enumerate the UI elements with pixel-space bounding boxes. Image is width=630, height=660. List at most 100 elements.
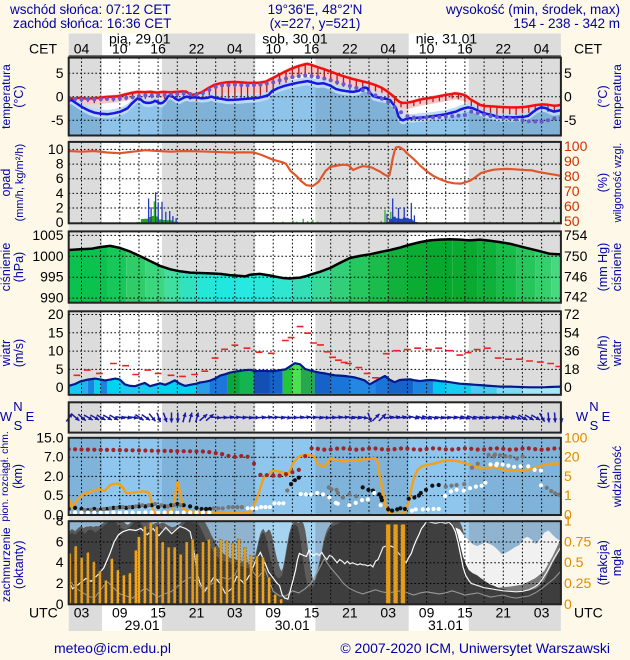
svg-text:pion. rozciągł. chm.: pion. rozciągł. chm. bbox=[0, 431, 11, 521]
svg-text:4: 4 bbox=[56, 554, 64, 570]
svg-text:21: 21 bbox=[342, 605, 358, 621]
svg-text:995: 995 bbox=[40, 269, 64, 285]
svg-text:wschód słońca: 07:12 CET: wschód słońca: 07:12 CET bbox=[9, 2, 171, 17]
svg-text:(°C): (°C) bbox=[12, 85, 26, 107]
svg-text:0: 0 bbox=[564, 379, 572, 395]
svg-text:36: 36 bbox=[564, 343, 580, 359]
svg-text:ciśnienie: ciśnienie bbox=[0, 243, 13, 292]
svg-text:(km): (km) bbox=[596, 464, 610, 489]
svg-text:8: 8 bbox=[56, 513, 64, 529]
svg-text:temperatura: temperatura bbox=[0, 64, 13, 129]
svg-text:10: 10 bbox=[48, 343, 64, 359]
svg-text:(km): (km) bbox=[11, 464, 25, 489]
svg-text:UTC: UTC bbox=[574, 605, 603, 621]
svg-text:opad: opad bbox=[0, 169, 13, 197]
svg-text:0: 0 bbox=[56, 214, 64, 230]
svg-text:21: 21 bbox=[189, 605, 205, 621]
svg-text:18: 18 bbox=[564, 361, 580, 377]
svg-text:N: N bbox=[13, 399, 22, 414]
svg-text:(m/s): (m/s) bbox=[12, 339, 26, 367]
svg-text:(oktanty): (oktanty) bbox=[12, 540, 26, 589]
svg-text:5: 5 bbox=[56, 65, 64, 81]
svg-text:04: 04 bbox=[227, 41, 243, 57]
svg-text:21: 21 bbox=[496, 605, 512, 621]
svg-text:16: 16 bbox=[304, 41, 320, 57]
svg-text:(km/h): (km/h) bbox=[596, 335, 610, 370]
svg-text:10: 10 bbox=[112, 41, 128, 57]
svg-text:(%): (%) bbox=[596, 173, 610, 192]
svg-text:19°36'E, 48°2'N: 19°36'E, 48°2'N bbox=[268, 2, 363, 17]
svg-text:6: 6 bbox=[56, 534, 64, 550]
svg-text:60: 60 bbox=[564, 198, 580, 214]
svg-text:15: 15 bbox=[304, 605, 320, 621]
svg-text:-5: -5 bbox=[51, 112, 64, 128]
svg-text:E: E bbox=[602, 409, 611, 424]
svg-text:09: 09 bbox=[265, 605, 281, 621]
svg-text:2: 2 bbox=[56, 200, 64, 216]
svg-text:2.0: 2.0 bbox=[44, 468, 64, 484]
svg-text:742: 742 bbox=[564, 289, 588, 305]
svg-text:04: 04 bbox=[380, 41, 396, 57]
svg-text:10: 10 bbox=[265, 41, 281, 57]
svg-text:W: W bbox=[576, 409, 589, 424]
svg-text:29.01: 29.01 bbox=[125, 617, 160, 633]
svg-text:04: 04 bbox=[534, 41, 550, 57]
svg-text:03: 03 bbox=[227, 605, 243, 621]
svg-text:meteo@icm.edu.pl: meteo@icm.edu.pl bbox=[54, 640, 171, 656]
svg-text:0: 0 bbox=[56, 379, 64, 395]
svg-text:15: 15 bbox=[457, 605, 473, 621]
svg-text:nie, 31.01: nie, 31.01 bbox=[416, 31, 478, 47]
svg-text:154 - 238 - 342 m: 154 - 238 - 342 m bbox=[513, 16, 620, 31]
svg-text:54: 54 bbox=[564, 324, 580, 340]
svg-text:N: N bbox=[589, 399, 598, 414]
svg-text:mgła: mgła bbox=[610, 549, 624, 576]
svg-text:0.5: 0.5 bbox=[564, 554, 584, 570]
svg-text:72: 72 bbox=[564, 306, 580, 322]
svg-text:990: 990 bbox=[40, 290, 64, 306]
svg-text:09: 09 bbox=[112, 605, 128, 621]
svg-text:CET: CET bbox=[29, 41, 57, 57]
svg-text:50: 50 bbox=[564, 213, 580, 229]
svg-text:(frakcja): (frakcja) bbox=[596, 540, 610, 585]
svg-text:E: E bbox=[26, 409, 35, 424]
svg-text:zachód słońca: 16:36 CET: zachód słońca: 16:36 CET bbox=[13, 16, 171, 31]
svg-text:15: 15 bbox=[48, 324, 64, 340]
svg-text:(mm/h, kg/m²/h): (mm/h, kg/m²/h) bbox=[14, 144, 26, 222]
svg-text:100: 100 bbox=[564, 138, 588, 154]
svg-text:ciśnienie: ciśnienie bbox=[610, 243, 624, 292]
svg-text:16: 16 bbox=[457, 41, 473, 57]
svg-text:10: 10 bbox=[419, 41, 435, 57]
svg-text:S: S bbox=[590, 418, 599, 433]
svg-text:22: 22 bbox=[342, 41, 358, 57]
svg-text:100: 100 bbox=[564, 429, 588, 445]
svg-text:wiatr: wiatr bbox=[610, 340, 624, 367]
svg-text:1005: 1005 bbox=[32, 227, 63, 243]
svg-text:2: 2 bbox=[56, 575, 64, 591]
svg-text:0: 0 bbox=[564, 596, 572, 612]
svg-text:zachmurzenie: zachmurzenie bbox=[0, 527, 13, 602]
svg-text:30.01: 30.01 bbox=[275, 617, 310, 633]
svg-text:0.25: 0.25 bbox=[564, 575, 591, 591]
svg-text:(mm Hg): (mm Hg) bbox=[596, 243, 610, 292]
svg-text:15: 15 bbox=[150, 605, 166, 621]
svg-text:W: W bbox=[0, 409, 13, 424]
svg-text:0: 0 bbox=[564, 506, 572, 522]
svg-text:03: 03 bbox=[74, 605, 90, 621]
svg-text:04: 04 bbox=[74, 41, 90, 57]
svg-text:(hPa): (hPa) bbox=[12, 252, 26, 283]
svg-text:20: 20 bbox=[564, 449, 580, 465]
svg-text:5: 5 bbox=[564, 468, 572, 484]
svg-text:UTC: UTC bbox=[29, 605, 58, 621]
svg-text:22: 22 bbox=[189, 41, 205, 57]
svg-text:20: 20 bbox=[48, 306, 64, 322]
svg-text:wilgotność wzgl.: wilgotność wzgl. bbox=[612, 143, 624, 223]
svg-text:31.01: 31.01 bbox=[428, 617, 463, 633]
svg-text:CET: CET bbox=[574, 41, 602, 57]
svg-text:0.5: 0.5 bbox=[44, 487, 64, 503]
svg-text:0: 0 bbox=[564, 88, 572, 104]
svg-text:10: 10 bbox=[48, 141, 64, 157]
svg-text:-5: -5 bbox=[564, 112, 577, 128]
svg-text:pią, 29.01: pią, 29.01 bbox=[109, 31, 171, 47]
svg-text:0: 0 bbox=[56, 88, 64, 104]
svg-text:0.0: 0.0 bbox=[44, 506, 64, 522]
